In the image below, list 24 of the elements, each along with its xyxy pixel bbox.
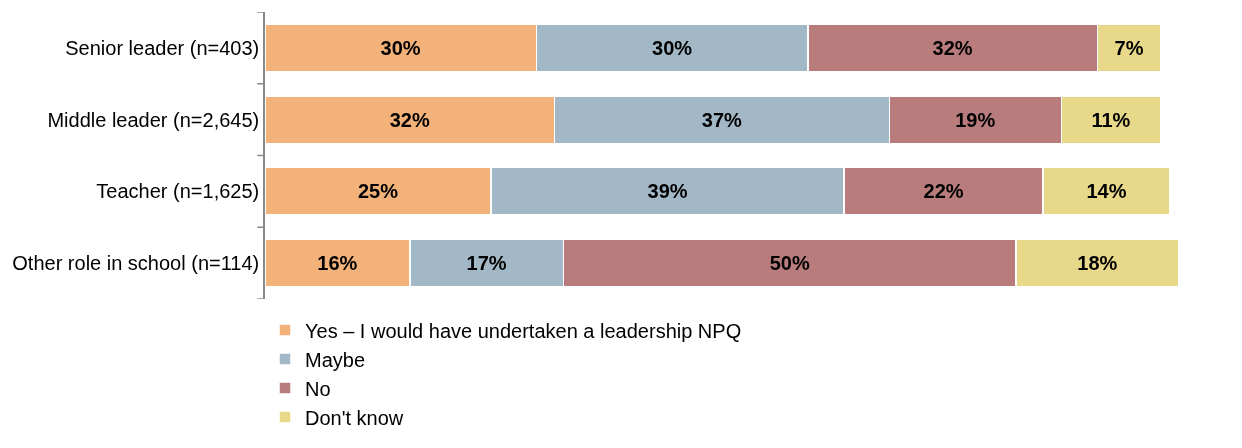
y-tick-label: Other role in school (n=114) [12,252,260,275]
legend-label: Yes – I would have undertaken a leadership NPQ [305,319,742,342]
data-label: 32% [389,108,430,131]
data-label: 17% [466,252,507,275]
data-label: 16% [317,252,358,275]
data-label: 18% [1077,252,1118,275]
data-label: 32% [932,36,973,59]
data-label: 7% [1114,36,1144,59]
legend-label: No [305,377,331,400]
legend-label: Don't know [305,406,404,429]
y-tick-label: Teacher (n=1,625) [96,180,260,203]
data-label: 11% [1091,108,1131,131]
data-label: 39% [647,180,688,203]
data-label: 50% [769,252,810,275]
data-label: 19% [955,108,996,131]
y-tick-label: Middle leader (n=2,645) [47,108,260,131]
data-label: 37% [701,108,743,131]
data-label: 25% [357,180,399,203]
data-label: 14% [1086,180,1127,203]
y-tick-label: Senior leader (n=403) [65,36,260,59]
data-label: 30% [380,36,421,59]
legend-label: Maybe [305,348,366,371]
data-label: 30% [652,36,693,59]
data-label: 22% [923,180,964,203]
